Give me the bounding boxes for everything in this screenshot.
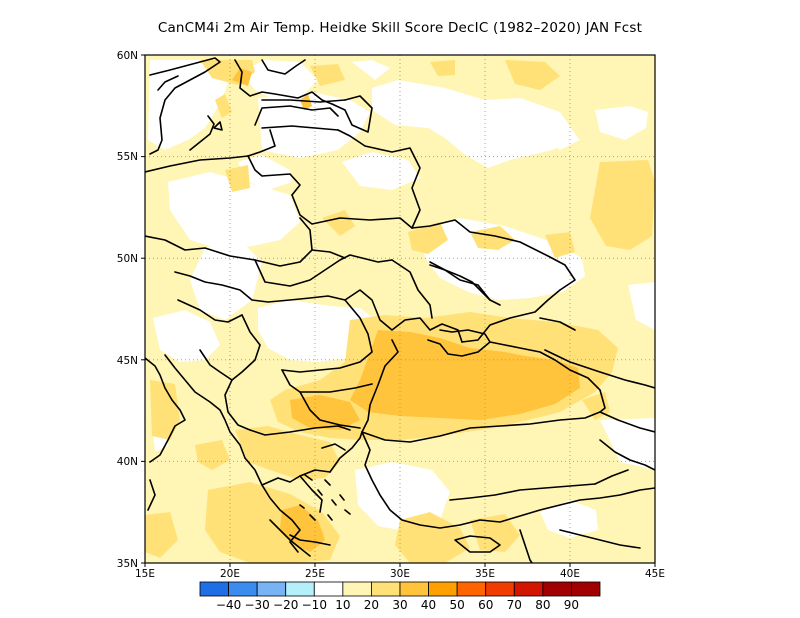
axis-ticks	[141, 54, 656, 567]
lat-tick-60n: 60N	[117, 50, 138, 62]
colorbar-label: 30	[392, 598, 407, 612]
colorbar-label: −20	[273, 598, 298, 612]
colorbar-swatch	[371, 581, 401, 597]
lon-tick-labels: 15E 20E 25E 30E 35E 40E 45E	[135, 568, 665, 580]
colorbar-label: 10	[335, 598, 350, 612]
colorbar-swatch	[571, 581, 601, 597]
colorbar-swatch	[428, 581, 458, 597]
colorbar-swatch	[256, 581, 287, 597]
colorbar-swatch	[313, 581, 344, 597]
lat-tick-35n: 35N	[117, 558, 138, 570]
lon-tick-15e: 15E	[135, 568, 155, 580]
colorbar-label: −30	[244, 598, 269, 612]
colorbar-swatch	[485, 581, 515, 597]
colorbar-swatch	[456, 581, 487, 597]
colorbar-swatch	[542, 581, 572, 597]
colorbar-swatch	[228, 581, 258, 597]
no-skill-regions	[148, 60, 655, 538]
colorbar-swatch	[342, 581, 372, 597]
lat-tick-55n: 55N	[117, 151, 138, 163]
coastlines-borders	[145, 57, 655, 563]
colorbar-swatch	[285, 581, 315, 597]
lat-tick-labels: 35N 40N 45N 50N 55N 60N	[117, 50, 138, 570]
colorbar-label: 70	[507, 598, 522, 612]
colorbar-label: −10	[302, 598, 327, 612]
lon-tick-35e: 35E	[475, 568, 495, 580]
colorbar-label: 60	[478, 598, 493, 612]
lat-tick-40n: 40N	[117, 456, 138, 468]
colorbar-swatch	[399, 581, 429, 597]
lon-tick-30e: 30E	[390, 568, 410, 580]
colorbar-label: 90	[564, 598, 579, 612]
colorbar-swatch	[199, 581, 229, 597]
colorbar-label: 40	[421, 598, 436, 612]
lon-tick-45e: 45E	[645, 568, 665, 580]
colorbar-label: 20	[364, 598, 379, 612]
lat-tick-50n: 50N	[117, 253, 138, 265]
lon-tick-40e: 40E	[560, 568, 580, 580]
lon-tick-20e: 20E	[220, 568, 240, 580]
graticule	[145, 55, 655, 563]
map-plot-area	[145, 55, 655, 563]
map-title: CanCM4i 2m Air Temp. Heidke Skill Score …	[157, 20, 643, 36]
colorbar: −40 −30 −20 −10 10 20 30 40 50 60 70 80 90	[199, 581, 601, 612]
lon-tick-25e: 25E	[305, 568, 325, 580]
lat-tick-45n: 45N	[117, 355, 138, 367]
colorbar-swatch	[513, 581, 544, 597]
colorbar-label: 80	[535, 598, 550, 612]
colorbar-label: −40	[216, 598, 241, 612]
colorbar-label: 50	[449, 598, 464, 612]
